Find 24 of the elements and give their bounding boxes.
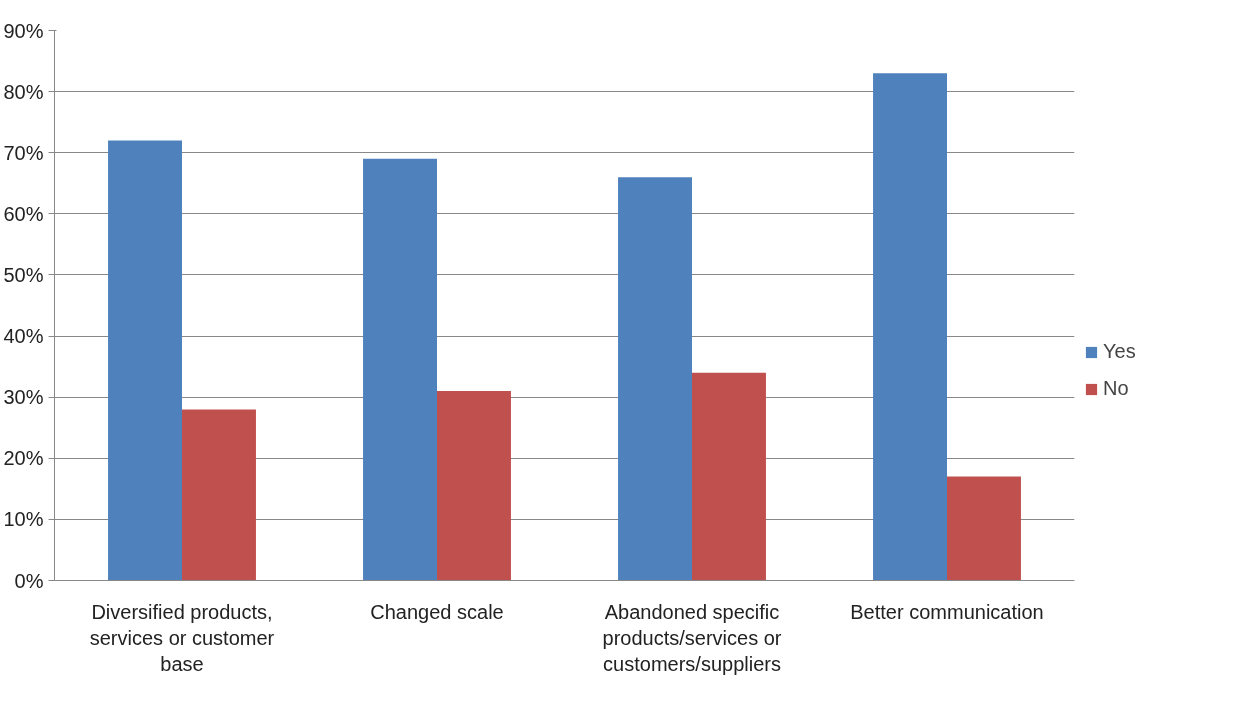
bar <box>873 73 947 581</box>
y-tick-label: 90% <box>3 19 44 42</box>
x-tick-label: Changed scale <box>370 600 504 623</box>
bar <box>363 158 437 581</box>
bar <box>618 177 692 581</box>
bar <box>692 372 766 581</box>
x-tick-label: Diversified products, services or customer base <box>89 600 275 676</box>
y-tick-label: 30% <box>3 386 44 409</box>
y-tick-label: 20% <box>3 447 44 470</box>
legend-label: Yes <box>1103 340 1136 363</box>
x-tick-label: Abandoned specific products/services or customers/suppliers <box>602 600 782 676</box>
y-tick-label: 60% <box>3 202 44 225</box>
y-tick-label: 80% <box>3 80 44 103</box>
y-tick-label: 70% <box>3 141 44 164</box>
legend-label: No <box>1103 377 1129 400</box>
x-tick-label: Better communication <box>850 600 1044 623</box>
y-tick-label: 10% <box>3 508 44 531</box>
y-tick-label: 40% <box>3 325 44 348</box>
bar <box>947 476 1021 581</box>
bar <box>108 140 182 581</box>
y-tick-label: 50% <box>3 263 44 286</box>
bar <box>437 391 511 581</box>
y-tick-label: 0% <box>14 569 44 592</box>
bar <box>182 409 256 581</box>
